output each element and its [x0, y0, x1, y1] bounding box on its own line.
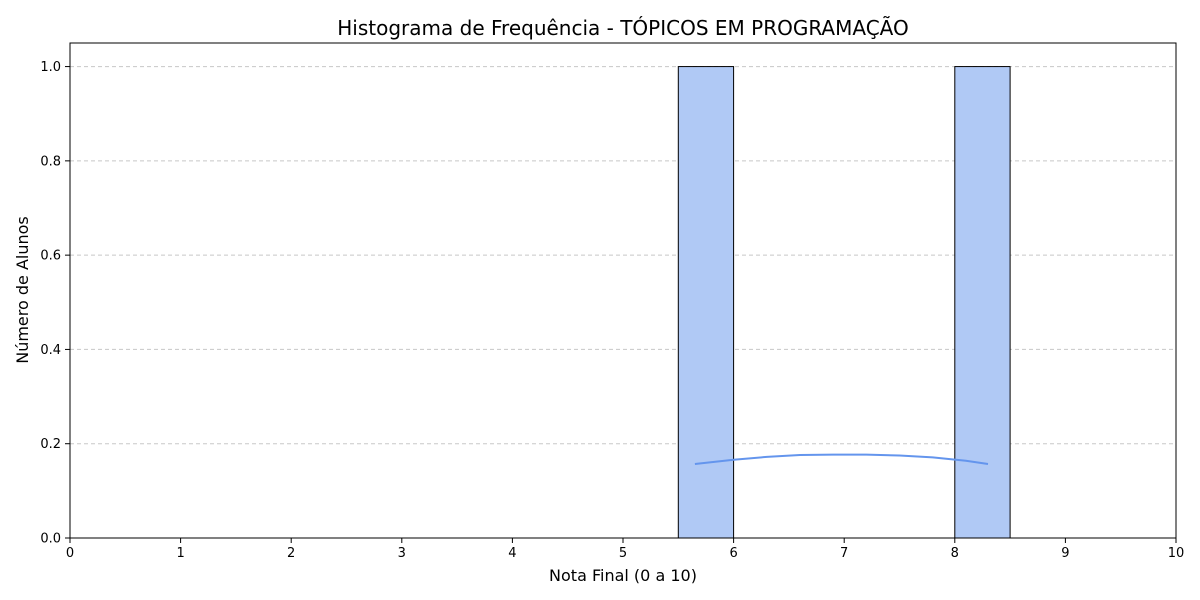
y-tick-label-1: 0.2 — [40, 437, 61, 452]
x-tick-label-7: 7 — [840, 546, 848, 561]
kde-curve — [694, 453, 989, 465]
y-tick-label-5: 1.0 — [40, 60, 61, 75]
kde-curve-layer — [694, 453, 989, 465]
x-tick-label-1: 1 — [176, 546, 184, 561]
y-tick-label-0: 0.0 — [40, 532, 61, 547]
histogram-bars — [677, 66, 1011, 539]
y-tick-label-4: 0.8 — [40, 154, 61, 169]
histogram-bar-1 — [954, 66, 1011, 539]
y-axis-ticks: 0.0 0.2 0.4 0.6 0.8 1.0 — [40, 60, 70, 547]
x-tick-label-6: 6 — [729, 546, 737, 561]
x-axis-ticks: 0 1 2 3 4 5 6 7 8 9 10 — [66, 538, 1184, 561]
x-tick-label-5: 5 — [619, 546, 627, 561]
x-tick-label-8: 8 — [951, 546, 959, 561]
y-tick-label-2: 0.4 — [40, 343, 61, 358]
y-axis-label: Número de Alunos — [13, 216, 32, 364]
chart-title: Histograma de Frequência - TÓPICOS EM PR… — [337, 16, 908, 40]
x-tick-label-2: 2 — [287, 546, 295, 561]
x-tick-label-10: 10 — [1168, 546, 1185, 561]
x-tick-label-9: 9 — [1061, 546, 1069, 561]
x-tick-label-3: 3 — [398, 546, 406, 561]
x-axis-label: Nota Final (0 a 10) — [549, 566, 697, 585]
x-tick-label-0: 0 — [66, 546, 74, 561]
y-tick-label-3: 0.6 — [40, 249, 61, 264]
histogram-bar-0 — [677, 66, 735, 539]
x-tick-label-4: 4 — [508, 546, 516, 561]
